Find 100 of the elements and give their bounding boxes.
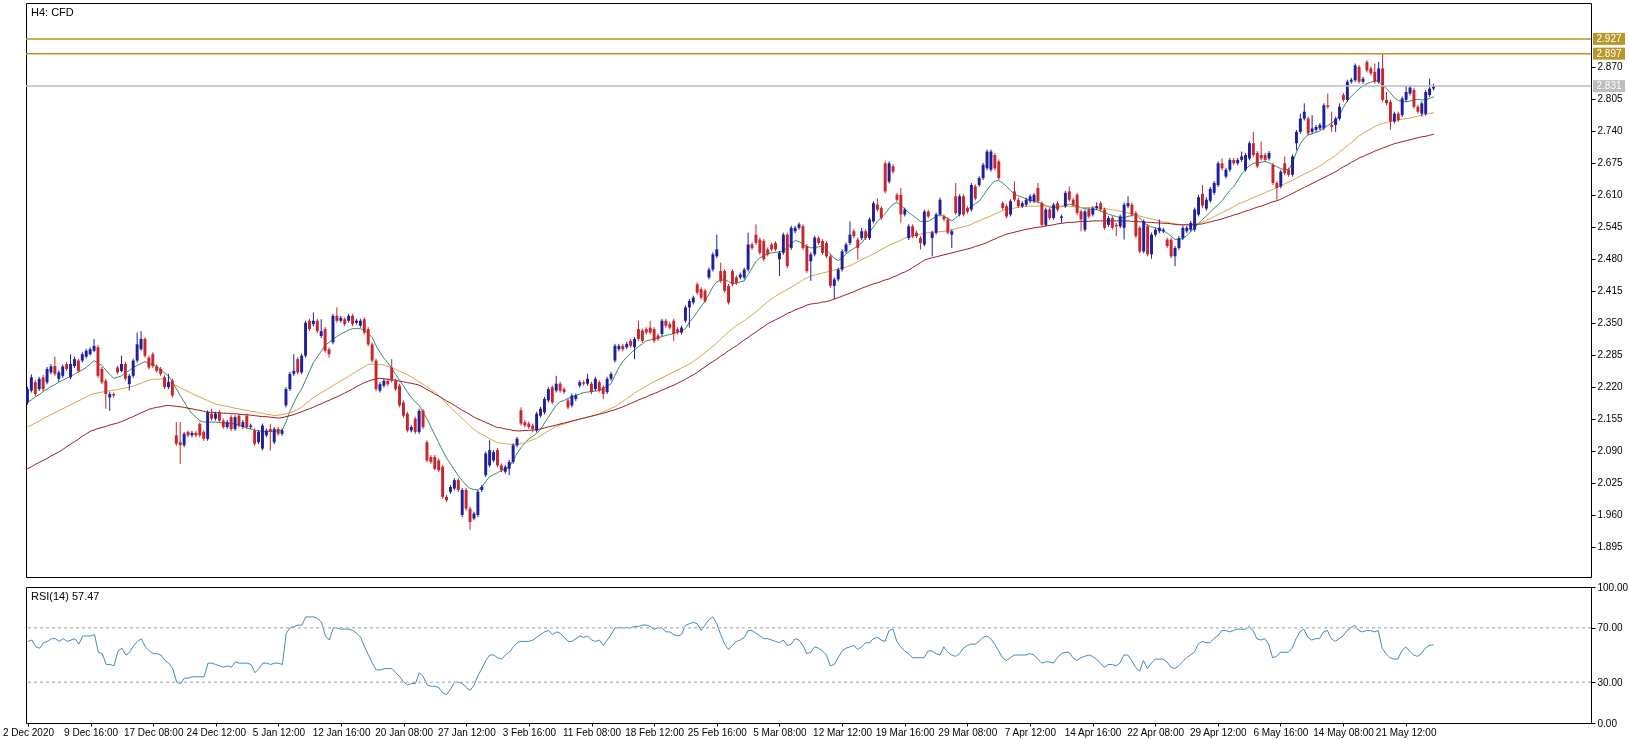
y-tick-label: 2.090: [1597, 445, 1623, 457]
candlestick: [417, 408, 421, 435]
candlestick: [174, 421, 178, 447]
candlestick: [672, 318, 676, 342]
candlestick: [562, 386, 566, 395]
x-tick-label: 7 Apr 12:00: [1004, 726, 1057, 738]
candlestick: [1412, 87, 1416, 110]
line-series: [27, 616, 1434, 695]
x-tick-label: 29 Apr 12:00: [1189, 726, 1248, 738]
candlestick: [613, 343, 617, 364]
y-tick-label: 30.00: [1597, 676, 1623, 688]
candlestick: [1291, 153, 1294, 178]
candlestick: [1169, 237, 1173, 259]
candlestick: [108, 391, 112, 412]
candlestick: [1330, 111, 1334, 133]
y-tick-label: 1.895: [1597, 541, 1623, 552]
candlestick: [1083, 209, 1087, 233]
candlestick: [425, 439, 429, 463]
x-tick-label: 18 Feb 12:00: [625, 726, 685, 738]
candlestick: [958, 193, 962, 217]
y-tick-label: 2.220: [1597, 381, 1623, 393]
candlestick: [950, 228, 954, 249]
x-tick-label: 2 Dec 2020: [2, 726, 55, 738]
candlestick: [633, 336, 637, 360]
x-tick-label: 21 May 12:00: [1375, 726, 1437, 738]
x-tick-label: 5 Mar 08:00: [753, 726, 808, 738]
candlestick: [989, 149, 993, 173]
chart-title: RSI(14) 57.47: [31, 590, 100, 602]
candlestick: [1200, 184, 1204, 209]
candlestick: [1103, 207, 1106, 231]
candlestick: [421, 408, 425, 430]
x-tick-label: 3 Feb 16:00: [502, 726, 557, 738]
candlestick: [1424, 89, 1428, 117]
candlestick: [887, 160, 891, 185]
ref-line-label: 2.897: [1596, 47, 1622, 59]
x-tick-label: 22 Apr 08:00: [1127, 726, 1185, 738]
candlestick: [809, 251, 813, 282]
ref-line-label: 2.831: [1596, 80, 1622, 92]
candlestick: [535, 411, 539, 433]
candlestick: [178, 421, 182, 465]
candlestick: [300, 353, 304, 375]
candlestick: [143, 336, 147, 359]
candlestick: [1314, 124, 1318, 133]
x-tick-label: 20 Jan 08:00: [375, 726, 434, 738]
candlestick: [1294, 129, 1298, 151]
y-tick-label: 0.00: [1597, 717, 1618, 729]
candlestick: [797, 221, 801, 231]
y-tick-label: 2.805: [1597, 93, 1623, 105]
candlestick: [1279, 169, 1283, 189]
x-tick-label: 14 Apr 16:00: [1064, 726, 1122, 738]
candlestick: [781, 232, 785, 256]
y-tick-label: 2.155: [1597, 413, 1623, 425]
chart-title: H4: CFD: [31, 6, 74, 18]
candlestick: [323, 326, 327, 354]
candlestick: [687, 298, 691, 329]
candlestick: [1388, 99, 1392, 131]
candlestick: [92, 338, 96, 353]
y-tick-label: 2.350: [1597, 317, 1623, 329]
x-tick-label: 6 May 16:00: [1253, 726, 1309, 738]
candlestick: [636, 320, 640, 342]
candlestick: [1220, 157, 1224, 171]
y-tick-label: 2.610: [1597, 189, 1623, 201]
candlestick: [1012, 181, 1016, 203]
candlestick: [476, 489, 480, 518]
candlestick: [1306, 116, 1310, 136]
candlestick: [899, 187, 903, 224]
x-tick-label: 19 Mar 16:00: [875, 726, 936, 738]
candlestick: [1373, 63, 1377, 85]
candlestick: [1283, 155, 1287, 176]
x-tick-label: 25 Feb 16:00: [687, 726, 748, 738]
candlestick: [789, 225, 793, 251]
y-tick-label: 2.025: [1597, 477, 1623, 489]
candlestick: [762, 238, 766, 262]
y-tick-label: 2.545: [1597, 221, 1623, 233]
candlestick: [813, 235, 817, 257]
candlestick: [1036, 182, 1040, 204]
y-tick-label: 70.00: [1597, 622, 1623, 634]
candlestick: [280, 427, 284, 437]
candlestick: [550, 384, 554, 405]
candlestick: [335, 306, 339, 324]
candlestick: [1298, 113, 1302, 135]
candlestick: [186, 429, 190, 438]
candlestick: [319, 318, 323, 339]
x-tick-label: 12 Mar 12:00: [813, 726, 873, 738]
x-tick-label: 9 Dec 16:00: [64, 726, 119, 738]
candlestick: [954, 182, 958, 216]
x-tick-label: 11 Feb 08:00: [562, 726, 622, 738]
x-tick-label: 29 Mar 08:00: [938, 726, 998, 738]
candlestick: [848, 220, 852, 246]
y-tick-label: 2.480: [1597, 253, 1623, 265]
candlestick: [1322, 102, 1326, 131]
candlestick: [1361, 76, 1365, 85]
candlestick: [390, 358, 394, 384]
y-tick-label: 2.415: [1597, 285, 1623, 297]
candlestick: [170, 378, 174, 398]
candlestick: [832, 276, 836, 300]
candlestick: [268, 423, 272, 452]
candlestick: [1044, 207, 1048, 228]
x-tick-label: 27 Jan 12:00: [437, 726, 497, 738]
x-tick-label: 14 May 08:00: [1313, 726, 1375, 738]
